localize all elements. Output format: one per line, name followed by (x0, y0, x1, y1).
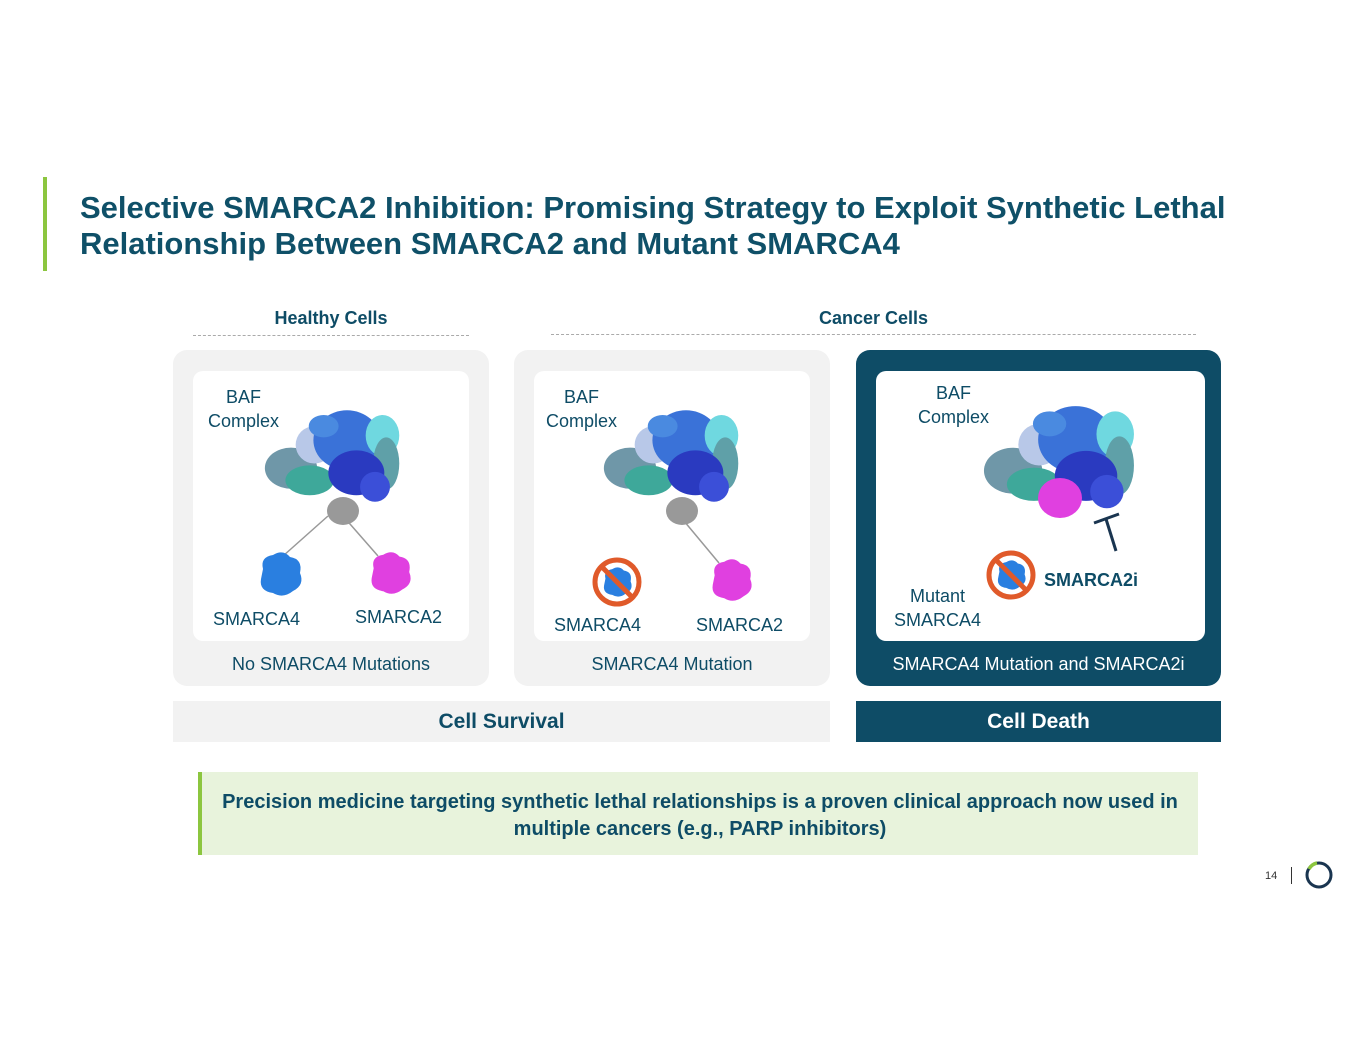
section-label-cancer: Cancer Cells (818, 308, 929, 328)
divider (193, 335, 469, 336)
complex-label: BAF Complex (208, 387, 280, 431)
smarca2-protein-icon (371, 552, 411, 594)
panel-diagram: BAF Complex SMARCA4 SMARCA2 (534, 371, 810, 641)
smarca4-label: SMARCA4 (213, 609, 301, 629)
prohibited-icon (986, 550, 1036, 600)
panel-smarca2i: BAF Complex SMARCA2i Mutant SMARCA4 SMAR… (856, 350, 1221, 686)
panel-caption: SMARCA4 Mutation and SMARCA2i (892, 654, 1185, 674)
divider (551, 334, 1196, 335)
arrows (282, 515, 379, 557)
complex-label: BAF Complex (546, 387, 618, 431)
divider (1291, 867, 1292, 884)
smarca2-protein-icon (712, 559, 752, 601)
smarca4-protein-icon (260, 552, 302, 596)
mutant-smarca4-label: Mutant SMARCA4 (894, 586, 982, 630)
section-label-healthy: Healthy Cells (274, 308, 388, 328)
outcome-cell-death: Cell Death (856, 701, 1221, 742)
page-title: Selective SMARCA2 Inhibition: Promising … (80, 190, 1226, 261)
panel-diagram: BAF Complex SMARCA4 SMARCA2 (193, 371, 469, 641)
outcome-cell-survival: Cell Survival (173, 701, 830, 742)
baf-complex-icon (983, 406, 1134, 518)
page-number: 14 (1265, 870, 1278, 882)
smarca2-label: SMARCA2 (355, 607, 443, 627)
inhibition-icon (1093, 512, 1120, 552)
panel-healthy: BAF Complex SMARCA4 SMARCA2 No SMARCA4 M… (173, 350, 489, 686)
smarca2i-label: SMARCA2i (1044, 570, 1139, 590)
panel-caption: No SMARCA4 Mutations (231, 654, 431, 674)
callout-box: Precision medicine targeting synthetic l… (198, 772, 1198, 855)
baf-complex-icon (264, 410, 400, 525)
baf-complex-icon (603, 410, 739, 525)
smarca4-label: SMARCA4 (554, 615, 642, 635)
arrow (683, 520, 720, 564)
logo-ring-icon (1305, 861, 1333, 889)
smarca2-label: SMARCA2 (696, 615, 784, 635)
complex-label: BAF Complex (918, 383, 990, 427)
prohibited-icon (592, 557, 642, 607)
title-accent-bar (43, 177, 47, 271)
panel-caption: SMARCA4 Mutation (591, 654, 753, 674)
panel-diagram: BAF Complex SMARCA2i Mutant SMARCA4 (876, 371, 1205, 641)
panel-smarca4-mutation: BAF Complex SMARCA4 SMARCA2 SMARCA4 Muta… (514, 350, 830, 686)
